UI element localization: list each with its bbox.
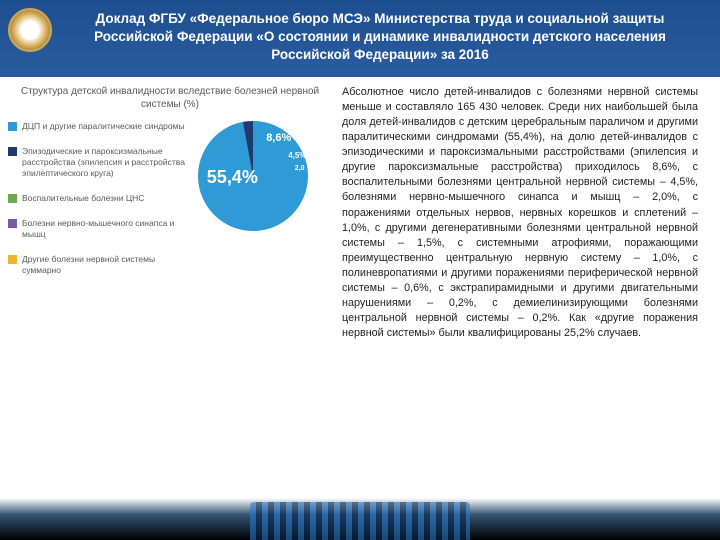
legend-swatch-icon <box>8 122 17 131</box>
legend-swatch-icon <box>8 194 17 203</box>
legend-label: Другие болезни нервной системы суммарно <box>22 254 188 276</box>
legend-item: Болезни нервно-мышечного синапса и мышц <box>8 218 188 240</box>
legend-label: Болезни нервно-мышечного синапса и мышц <box>22 218 188 240</box>
legend-label: Эпизодические и пароксизмальные расстрой… <box>22 146 188 179</box>
body-text: Абсолютное число детей-инвалидов с болез… <box>338 85 698 342</box>
page-title: Доклад ФГБУ «Федеральное бюро МСЭ» Минис… <box>60 10 700 65</box>
legend-item: Воспалительные болезни ЦНС <box>8 193 188 204</box>
legend-item: Эпизодические и пароксизмальные расстрой… <box>8 146 188 179</box>
chart-title: Структура детской инвалидности вследстви… <box>8 85 332 111</box>
chart-panel: Структура детской инвалидности вследстви… <box>8 85 338 342</box>
legend-label: ДЦП и другие паралитические синдромы <box>22 121 185 132</box>
chart-row: ДЦП и другие паралитические синдромы Эпиз… <box>8 121 332 290</box>
pie-slice-label: 8,6% <box>266 132 291 144</box>
footer-stripes-icon <box>250 502 470 540</box>
legend-swatch-icon <box>8 147 17 156</box>
legend-swatch-icon <box>8 255 17 264</box>
footer-decoration <box>0 498 720 540</box>
pie-chart: 55,4% 8,6% 4,5% 2,0 <box>198 121 308 231</box>
legend-item: ДЦП и другие паралитические синдромы <box>8 121 188 132</box>
legend-swatch-icon <box>8 219 17 228</box>
pie-wrap: 55,4% 8,6% 4,5% 2,0 <box>188 121 328 231</box>
legend-item: Другие болезни нервной системы суммарно <box>8 254 188 276</box>
content-area: Структура детской инвалидности вследстви… <box>0 77 720 342</box>
header: Доклад ФГБУ «Федеральное бюро МСЭ» Минис… <box>0 0 720 77</box>
legend-label: Воспалительные болезни ЦНС <box>22 193 144 204</box>
logo-icon <box>8 8 52 52</box>
pie-slice-label: 4,5% <box>288 151 306 160</box>
pie-slice-label: 2,0 <box>295 165 305 172</box>
pie-slice-label: 55,4% <box>207 167 258 188</box>
chart-legend: ДЦП и другие паралитические синдромы Эпиз… <box>8 121 188 290</box>
